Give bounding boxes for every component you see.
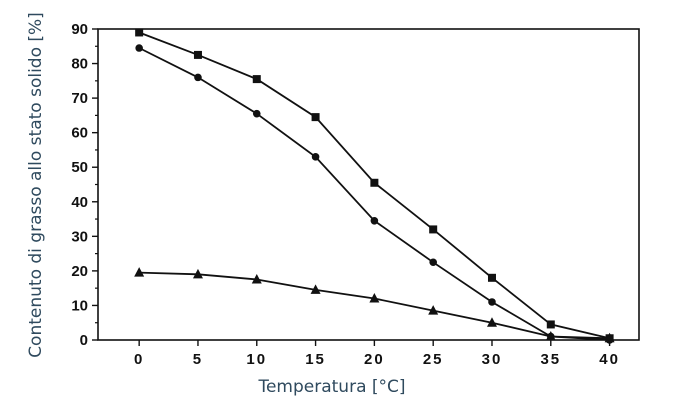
data-point-square (429, 225, 438, 234)
x-axis-title: Temperatura [°C] (257, 377, 405, 397)
data-point-circle (370, 216, 379, 225)
data-point-triangle (310, 284, 321, 294)
y-tick-label: 40 (71, 194, 88, 211)
y-axis-title: Contenuto di grasso allo stato solido [%… (26, 12, 46, 358)
data-point-square (546, 320, 555, 329)
y-tick-label: 50 (71, 159, 88, 176)
y-tick-label: 0 (80, 332, 88, 349)
y-tick-label: 60 (71, 125, 88, 142)
data-point-triangle (428, 305, 439, 315)
data-point-circle (488, 298, 496, 306)
series-square (135, 28, 614, 343)
data-point-circle (252, 109, 261, 118)
series-group (134, 28, 615, 344)
y-tick-label: 90 (71, 21, 88, 38)
x-tick-label: 0 (134, 351, 144, 368)
y-tick-label: 70 (71, 90, 88, 107)
data-point-circle (194, 73, 202, 82)
x-tick-label: 30 (482, 351, 503, 368)
series-line (139, 271, 610, 340)
data-point-square (193, 50, 202, 59)
data-point-triangle (486, 317, 497, 327)
data-point-triangle (604, 332, 615, 343)
data-point-square (135, 28, 144, 37)
x-tick-label: 35 (540, 351, 561, 368)
data-point-circle (429, 258, 437, 267)
x-tick-label: 25 (423, 351, 444, 368)
series-triangle (134, 267, 615, 343)
data-point-square (252, 75, 261, 84)
y-axis-ticks: 0 10 20 30 40 50 60 70 80 90 (71, 21, 98, 349)
x-tick-label: 15 (305, 351, 326, 368)
data-point-triangle (251, 274, 262, 284)
data-point-triangle (545, 331, 556, 341)
data-point-triangle (134, 267, 145, 277)
x-axis-ticks: 0 5 10 15 20 25 30 35 40 (134, 340, 620, 368)
data-point-triangle (369, 293, 380, 303)
data-point-square (487, 273, 496, 282)
data-point-circle (135, 44, 143, 52)
plot-frame (97, 28, 640, 341)
y-tick-label: 80 (71, 56, 88, 73)
data-point-square (311, 113, 320, 122)
x-tick-label: 10 (246, 351, 267, 368)
x-tick-label: 20 (364, 351, 385, 368)
data-point-triangle (192, 268, 203, 279)
x-tick-label: 5 (193, 351, 203, 368)
y-tick-label: 20 (71, 263, 88, 280)
data-point-circle (311, 153, 320, 161)
y-tick-label: 30 (71, 228, 88, 245)
data-point-square (370, 178, 379, 187)
y-tick-label: 10 (71, 297, 88, 314)
x-tick-label: 40 (599, 351, 620, 368)
